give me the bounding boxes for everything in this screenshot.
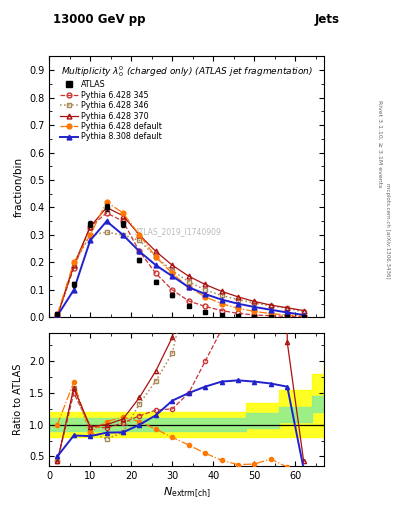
Pythia 6.428 345 (219, 308, 224, 314)
Pythia 6.428 346 (55, 313, 60, 319)
Pythia 8.308 default (170, 273, 174, 279)
Text: Multiplicity $\lambda_0^0$ (charged only) (ATLAS jet fragmentation): Multiplicity $\lambda_0^0$ (charged only… (61, 64, 313, 79)
Line: Pythia 6.428 370: Pythia 6.428 370 (55, 205, 306, 318)
Text: ATLAS_2019_I1740909: ATLAS_2019_I1740909 (135, 227, 222, 236)
Y-axis label: Ratio to ATLAS: Ratio to ATLAS (13, 364, 23, 435)
Line: Pythia 6.428 345: Pythia 6.428 345 (55, 210, 306, 319)
Pythia 6.428 346 (121, 232, 125, 238)
Pythia 6.428 default (236, 305, 241, 311)
Pythia 8.308 default (104, 218, 109, 224)
Pythia 8.308 default (186, 284, 191, 290)
Pythia 6.428 345 (252, 312, 257, 318)
Pythia 6.428 default (186, 284, 191, 290)
Pythia 6.428 345 (154, 270, 158, 276)
Pythia 6.428 370 (203, 282, 208, 288)
Pythia 6.428 346 (137, 238, 142, 244)
X-axis label: $N_{\mathrm{extrm[ch]}}$: $N_{\mathrm{extrm[ch]}}$ (163, 486, 211, 501)
Pythia 6.428 370 (55, 313, 60, 319)
Pythia 8.308 default (88, 238, 92, 244)
Pythia 6.428 default (285, 312, 290, 318)
Pythia 6.428 370 (104, 204, 109, 210)
Line: Pythia 6.428 default: Pythia 6.428 default (55, 200, 306, 318)
Pythia 6.428 346 (236, 296, 241, 303)
Pythia 6.428 370 (137, 232, 142, 238)
Pythia 6.428 346 (72, 262, 76, 268)
Line: Pythia 6.428 346: Pythia 6.428 346 (55, 230, 306, 318)
Legend: ATLAS, Pythia 6.428 345, Pythia 6.428 346, Pythia 6.428 370, Pythia 6.428 defaul: ATLAS, Pythia 6.428 345, Pythia 6.428 34… (59, 79, 164, 143)
Pythia 6.428 346 (285, 305, 290, 311)
Pythia 8.308 default (72, 287, 76, 293)
Text: Rivet 3.1.10, ≥ 3.1M events: Rivet 3.1.10, ≥ 3.1M events (377, 100, 382, 187)
Pythia 6.428 346 (154, 254, 158, 260)
Pythia 6.428 345 (301, 314, 306, 320)
Pythia 6.428 default (252, 308, 257, 314)
Pythia 6.428 default (72, 260, 76, 266)
Pythia 8.308 default (252, 304, 257, 310)
Pythia 6.428 default (170, 270, 174, 276)
Pythia 6.428 345 (203, 304, 208, 310)
Pythia 6.428 default (203, 294, 208, 300)
Pythia 6.428 345 (268, 313, 273, 319)
Text: Jets: Jets (315, 13, 340, 26)
Pythia 8.308 default (203, 291, 208, 297)
Pythia 6.428 345 (104, 210, 109, 216)
Pythia 8.308 default (285, 309, 290, 315)
Pythia 6.428 345 (88, 224, 92, 230)
Pythia 6.428 370 (170, 262, 174, 268)
Pythia 6.428 default (219, 301, 224, 307)
Pythia 6.428 370 (268, 302, 273, 308)
Pythia 8.308 default (236, 301, 241, 307)
Pythia 6.428 345 (285, 313, 290, 319)
Pythia 6.428 370 (88, 224, 92, 230)
Pythia 6.428 345 (170, 287, 174, 293)
Pythia 6.428 370 (154, 248, 158, 254)
Pythia 6.428 default (55, 311, 60, 317)
Pythia 6.428 345 (72, 265, 76, 271)
Pythia 6.428 346 (186, 279, 191, 285)
Pythia 6.428 default (268, 310, 273, 316)
Pythia 6.428 346 (88, 232, 92, 238)
Pythia 6.428 default (104, 199, 109, 205)
Pythia 6.428 346 (301, 309, 306, 315)
Pythia 8.308 default (121, 232, 125, 238)
Text: 13000 GeV pp: 13000 GeV pp (53, 13, 145, 26)
Pythia 6.428 default (121, 210, 125, 216)
Pythia 8.308 default (219, 296, 224, 303)
Pythia 6.428 346 (252, 300, 257, 306)
Pythia 6.428 370 (236, 294, 241, 300)
Pythia 6.428 default (88, 232, 92, 238)
Pythia 6.428 default (137, 232, 142, 238)
Pythia 6.428 346 (104, 229, 109, 236)
Line: Pythia 8.308 default: Pythia 8.308 default (55, 219, 306, 318)
Pythia 6.428 default (154, 254, 158, 260)
Pythia 6.428 345 (121, 218, 125, 224)
Pythia 6.428 370 (301, 308, 306, 314)
Pythia 6.428 370 (219, 288, 224, 294)
Pythia 6.428 345 (137, 248, 142, 254)
Pythia 8.308 default (55, 313, 60, 319)
Text: mcplots.cern.ch [arXiv:1306.3436]: mcplots.cern.ch [arXiv:1306.3436] (385, 183, 389, 278)
Pythia 8.308 default (154, 262, 158, 268)
Pythia 6.428 345 (186, 298, 191, 304)
Pythia 6.428 370 (252, 298, 257, 305)
Pythia 8.308 default (301, 312, 306, 318)
Pythia 6.428 345 (236, 310, 241, 316)
Pythia 8.308 default (137, 248, 142, 254)
Pythia 6.428 370 (72, 262, 76, 268)
Pythia 6.428 default (301, 313, 306, 319)
Pythia 6.428 370 (121, 212, 125, 219)
Pythia 6.428 346 (203, 287, 208, 293)
Pythia 6.428 346 (268, 303, 273, 309)
Pythia 6.428 346 (219, 292, 224, 298)
Pythia 8.308 default (268, 307, 273, 313)
Pythia 6.428 370 (285, 305, 290, 311)
Pythia 6.428 346 (170, 268, 174, 274)
Pythia 6.428 345 (55, 313, 60, 319)
Pythia 6.428 370 (186, 273, 191, 279)
Y-axis label: fraction/bin: fraction/bin (13, 157, 23, 217)
